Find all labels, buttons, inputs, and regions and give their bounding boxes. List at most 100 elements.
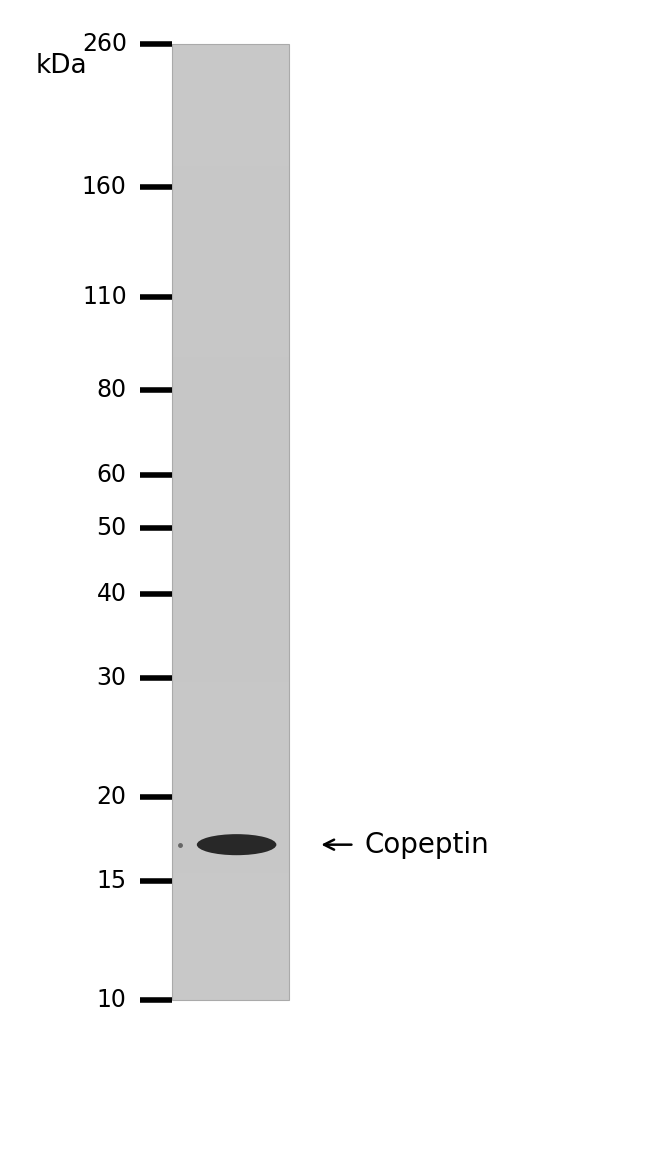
Bar	[172, 982, 289, 987]
Bar	[172, 146, 289, 153]
Bar	[172, 675, 289, 682]
Bar	[172, 44, 289, 50]
Bar	[172, 376, 289, 383]
Bar	[172, 904, 289, 911]
Text: kDa: kDa	[36, 53, 87, 78]
Bar	[172, 242, 289, 248]
Bar	[172, 821, 289, 828]
Bar	[172, 255, 289, 261]
Bar	[172, 300, 289, 305]
Bar	[172, 70, 289, 76]
Text: 40: 40	[97, 581, 127, 606]
Bar	[172, 542, 289, 548]
Bar	[172, 790, 289, 797]
Bar	[172, 732, 289, 739]
Bar	[172, 612, 289, 618]
Bar	[172, 758, 289, 764]
Bar	[172, 216, 289, 223]
Bar	[172, 108, 289, 115]
Bar	[172, 133, 289, 140]
Bar	[172, 669, 289, 675]
Bar	[172, 548, 289, 555]
Bar	[172, 764, 289, 771]
Bar	[172, 886, 289, 892]
Bar	[172, 797, 289, 803]
Bar	[172, 102, 289, 108]
Bar	[172, 936, 289, 943]
Bar	[172, 222, 289, 229]
Bar	[172, 128, 289, 133]
Bar	[172, 694, 289, 701]
Bar	[172, 178, 289, 185]
Bar	[172, 720, 289, 727]
Bar	[172, 115, 289, 121]
Bar	[172, 446, 289, 453]
Bar	[172, 420, 289, 427]
Bar	[172, 152, 289, 159]
Text: 160: 160	[82, 174, 127, 199]
Text: 50: 50	[96, 516, 127, 541]
Bar	[172, 121, 289, 128]
Bar	[172, 248, 289, 255]
Bar	[172, 414, 289, 420]
Bar	[172, 280, 289, 287]
Bar	[172, 956, 289, 962]
Bar	[172, 949, 289, 956]
Bar	[172, 440, 289, 446]
Bar	[172, 357, 289, 363]
Bar	[172, 211, 289, 216]
Ellipse shape	[197, 834, 276, 855]
Bar	[172, 516, 289, 522]
Bar	[172, 159, 289, 165]
Bar	[172, 337, 289, 344]
Bar	[172, 943, 289, 949]
Bar	[172, 497, 289, 503]
Bar	[172, 427, 289, 433]
Bar	[172, 57, 289, 63]
Bar	[172, 656, 289, 662]
Bar	[172, 172, 289, 178]
Bar	[172, 854, 289, 860]
Bar	[172, 618, 289, 625]
Bar	[172, 235, 289, 242]
Bar	[172, 592, 289, 599]
Bar	[172, 962, 289, 969]
Bar	[172, 95, 289, 102]
Bar	[172, 682, 289, 688]
Bar	[172, 490, 289, 497]
Text: 110: 110	[82, 284, 127, 309]
Bar	[172, 407, 289, 414]
Bar	[172, 707, 289, 714]
Bar	[172, 930, 289, 937]
Bar	[172, 44, 289, 1000]
Text: 80: 80	[97, 378, 127, 402]
Bar	[172, 331, 289, 338]
Bar	[172, 503, 289, 510]
Text: 30: 30	[97, 666, 127, 690]
Bar	[172, 975, 289, 982]
Bar	[172, 860, 289, 867]
Text: 15: 15	[97, 869, 127, 894]
Bar	[172, 452, 289, 459]
Bar	[172, 76, 289, 83]
Bar	[172, 477, 289, 484]
Bar	[172, 625, 289, 631]
Text: 20: 20	[97, 785, 127, 808]
Bar	[172, 688, 289, 695]
Bar	[172, 987, 289, 994]
Text: 10: 10	[97, 989, 127, 1012]
Bar	[172, 363, 289, 370]
Bar	[172, 529, 289, 535]
Bar	[172, 815, 289, 821]
Bar	[172, 287, 289, 292]
Bar	[172, 751, 289, 758]
Bar	[172, 808, 289, 815]
Bar	[172, 727, 289, 732]
Bar	[172, 63, 289, 70]
Bar	[172, 917, 289, 924]
Text: 60: 60	[97, 462, 127, 487]
Bar	[172, 714, 289, 720]
Bar	[172, 325, 289, 331]
Bar	[172, 599, 289, 605]
Bar	[172, 198, 289, 204]
